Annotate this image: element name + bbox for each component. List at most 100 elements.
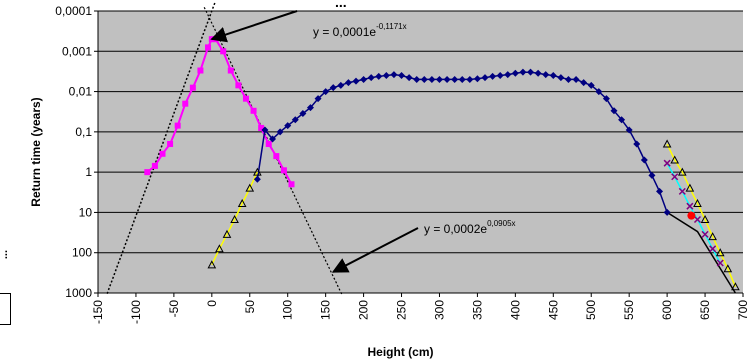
data-point bbox=[587, 81, 595, 89]
chart-title-fragment: ... bbox=[335, 0, 347, 10]
data-point bbox=[458, 75, 466, 83]
x-tick-label: -100 bbox=[129, 300, 143, 324]
data-point bbox=[205, 44, 212, 51]
data-point bbox=[314, 95, 322, 103]
data-point bbox=[648, 171, 656, 179]
data-point bbox=[466, 75, 474, 83]
x-tick-label: 700 bbox=[736, 300, 749, 320]
data-point bbox=[144, 169, 151, 176]
x-tick-label: 650 bbox=[698, 300, 712, 320]
x-tick-label: -50 bbox=[167, 300, 181, 318]
data-point bbox=[306, 104, 314, 112]
data-point bbox=[731, 282, 740, 291]
data-point bbox=[693, 215, 702, 224]
data-point bbox=[337, 81, 345, 89]
data-point bbox=[420, 75, 428, 83]
series-line-yellow-left bbox=[211, 171, 259, 266]
data-point bbox=[700, 214, 710, 224]
data-point bbox=[572, 75, 580, 83]
data-point bbox=[273, 153, 280, 160]
data-point bbox=[288, 181, 295, 188]
data-point bbox=[390, 71, 398, 79]
data-point bbox=[716, 259, 724, 267]
x-tick-label: 0 bbox=[205, 300, 219, 307]
data-point bbox=[382, 72, 390, 80]
x-tick-label: 300 bbox=[432, 300, 446, 320]
data-point bbox=[708, 232, 717, 241]
x-tick-label: 500 bbox=[584, 300, 598, 320]
data-point bbox=[625, 126, 633, 134]
x-tick-label: -150 bbox=[91, 300, 105, 324]
data-point bbox=[375, 72, 383, 80]
data-point bbox=[610, 107, 618, 115]
data-point bbox=[269, 135, 277, 143]
data-point bbox=[519, 68, 527, 76]
data-point bbox=[678, 187, 686, 195]
data-point bbox=[220, 48, 227, 55]
data-point bbox=[253, 175, 261, 183]
x-tick-label: 250 bbox=[395, 300, 409, 320]
annotation-arrow bbox=[210, 10, 298, 43]
data-point bbox=[435, 75, 443, 83]
data-point bbox=[693, 198, 702, 207]
x-tick-label: 150 bbox=[319, 300, 333, 320]
data-point bbox=[428, 75, 436, 83]
data-point bbox=[215, 244, 224, 253]
annotation-arrow bbox=[331, 227, 419, 273]
data-point bbox=[715, 248, 725, 257]
y-tick-label: 0,1 bbox=[75, 125, 92, 139]
y-tick-label: 1 bbox=[85, 165, 92, 179]
fit-curve-right bbox=[203, 7, 343, 296]
data-point bbox=[284, 122, 292, 130]
data-point bbox=[595, 88, 603, 96]
data-point bbox=[663, 208, 671, 216]
data-point bbox=[489, 72, 497, 80]
data-point bbox=[405, 74, 413, 82]
data-point bbox=[230, 214, 239, 224]
series-line-black bbox=[666, 211, 737, 294]
data-point bbox=[656, 187, 664, 195]
x-tick-label: 550 bbox=[622, 300, 636, 320]
data-point bbox=[245, 183, 255, 192]
data-point bbox=[473, 75, 481, 83]
data-point bbox=[633, 140, 641, 148]
data-point bbox=[276, 128, 284, 136]
data-point bbox=[685, 183, 695, 192]
x-tick-label: 450 bbox=[546, 300, 560, 320]
data-point bbox=[580, 79, 588, 87]
data-point bbox=[167, 140, 174, 147]
data-point bbox=[686, 202, 694, 210]
data-point bbox=[564, 75, 572, 83]
data-point bbox=[511, 69, 519, 77]
data-point bbox=[237, 198, 247, 207]
data-point bbox=[182, 100, 189, 107]
data-point bbox=[542, 71, 550, 79]
fit-curves bbox=[106, 2, 343, 296]
x-tick-label: 400 bbox=[508, 300, 522, 320]
data-point bbox=[602, 95, 610, 103]
x-tick-label: 600 bbox=[660, 300, 674, 320]
data-point bbox=[280, 167, 287, 174]
data-point bbox=[222, 229, 232, 238]
x-tick-label: 350 bbox=[470, 300, 484, 320]
data-point bbox=[549, 72, 557, 80]
data-point bbox=[265, 140, 272, 147]
y-tick-label: 10 bbox=[79, 205, 93, 219]
data-point bbox=[322, 88, 330, 96]
y-tick-label: 0,0001 bbox=[55, 4, 92, 18]
y-axis-title: Return time (years) bbox=[29, 97, 43, 206]
data-point bbox=[663, 159, 671, 167]
x-tick-label: 100 bbox=[281, 300, 295, 320]
data-point bbox=[207, 260, 217, 269]
data-point bbox=[640, 156, 648, 164]
y-tick-label: 0,001 bbox=[62, 44, 92, 58]
data-point bbox=[618, 116, 626, 124]
data-point bbox=[291, 116, 299, 124]
data-point bbox=[504, 71, 512, 79]
series-markers bbox=[144, 36, 740, 291]
data-point bbox=[481, 74, 489, 82]
y-tick-label: 100 bbox=[72, 246, 92, 260]
y-tick-label: 0,01 bbox=[69, 85, 93, 99]
